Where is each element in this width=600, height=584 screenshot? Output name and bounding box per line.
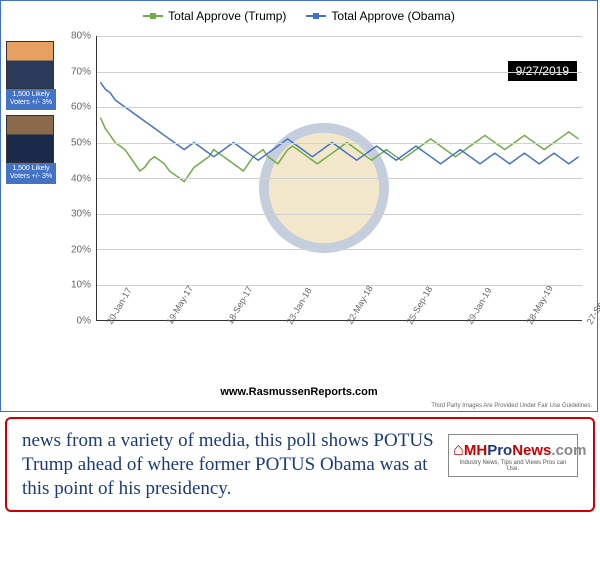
y-axis-label: 80% — [61, 31, 91, 42]
fair-use-text: Third Party Images Are Provided Under Fa… — [1, 403, 597, 411]
y-axis-label: 0% — [61, 316, 91, 327]
x-axis-label: 27-Sep-19 — [585, 285, 600, 326]
y-axis-label: 50% — [61, 137, 91, 148]
logo-house-icon: ⌂ — [453, 439, 464, 459]
logo-news: News — [512, 442, 551, 459]
series-line — [100, 118, 578, 182]
grid-area — [96, 36, 582, 321]
chart-legend: Total Approve (Trump) Total Approve (Oba… — [1, 1, 597, 31]
photo-column: 1,500 Likely Voters +/- 3% 1,500 Likely … — [6, 31, 61, 371]
gridline — [97, 285, 582, 286]
y-axis-label: 30% — [61, 209, 91, 220]
gridline — [97, 72, 582, 73]
y-axis-label: 40% — [61, 173, 91, 184]
mhpronews-logo: ⌂MHProNews.com Industry News, Tips and V… — [448, 434, 578, 477]
y-axis-label: 10% — [61, 280, 91, 291]
gridline — [97, 249, 582, 250]
gridline — [97, 143, 582, 144]
y-axis-label: 60% — [61, 102, 91, 113]
photo-trump: 1,500 Likely Voters +/- 3% — [6, 41, 56, 110]
logo-mh: MH — [464, 442, 487, 459]
legend-item-trump: Total Approve (Trump) — [143, 9, 286, 23]
obama-voter-info: 1,500 Likely Voters +/- 3% — [6, 163, 56, 184]
chart-body: 1,500 Likely Voters +/- 3% 1,500 Likely … — [1, 31, 597, 381]
source-text: www.RasmussenReports.com — [1, 381, 597, 403]
y-axis-label: 20% — [61, 244, 91, 255]
trump-voter-info: 1,500 Likely Voters +/- 3% — [6, 89, 56, 110]
photo-obama: 1,500 Likely Voters +/- 3% — [6, 115, 56, 184]
chart-panel: Total Approve (Trump) Total Approve (Oba… — [0, 0, 598, 412]
logo-pro: Pro — [487, 442, 512, 459]
logo-tagline: Industry News, Tips and Views Pros can U… — [453, 460, 573, 472]
legend-label-obama: Total Approve (Obama) — [331, 9, 454, 23]
legend-marker-trump — [143, 15, 163, 17]
legend-marker-obama — [306, 15, 326, 17]
logo-main: ⌂MHProNews.com — [453, 439, 573, 460]
obama-face-icon — [6, 115, 54, 163]
gridline — [97, 107, 582, 108]
gridline — [97, 178, 582, 179]
legend-label-trump: Total Approve (Trump) — [168, 9, 286, 23]
caption-text: news from a variety of media, this poll … — [22, 429, 438, 500]
plot-area: 9/27/2019 0%10%20%30%40%50%60%70%80%20-J… — [61, 31, 587, 371]
gridline — [97, 214, 582, 215]
y-axis-label: 70% — [61, 66, 91, 77]
series-line — [100, 82, 578, 164]
gridline — [97, 36, 582, 37]
trump-face-icon — [6, 41, 54, 89]
caption-box: news from a variety of media, this poll … — [5, 417, 595, 512]
logo-com: .com — [551, 442, 586, 459]
legend-item-obama: Total Approve (Obama) — [306, 9, 454, 23]
